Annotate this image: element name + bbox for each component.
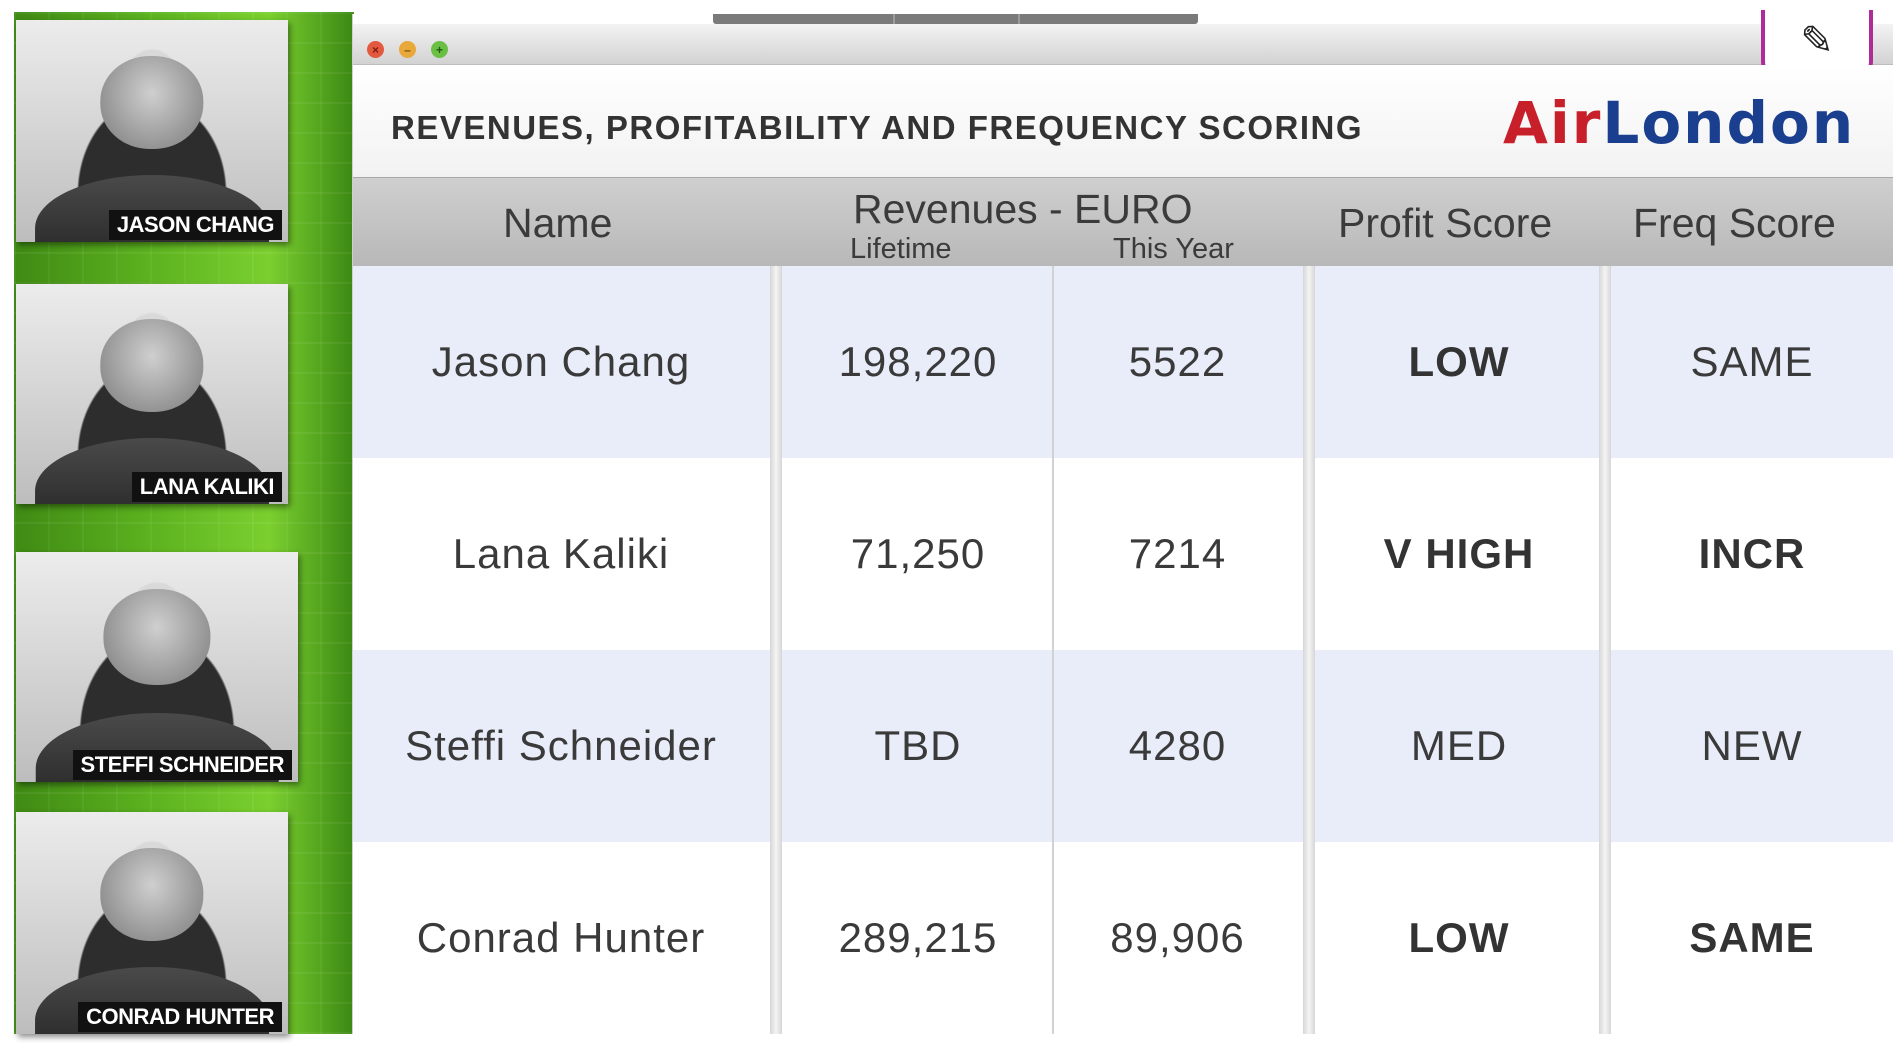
cell-profit-score: LOW (1408, 338, 1510, 385)
participant-card-conrad[interactable]: CONRAD HUNTER (16, 812, 288, 1034)
window-tab-strip[interactable] (713, 14, 1198, 24)
cell-profit-score: V HIGH (1383, 530, 1535, 577)
cell-this-year: 4280 (1128, 722, 1227, 769)
cell-this-year: 5522 (1128, 338, 1227, 385)
participant-card-lana[interactable]: LANA KALIKI (16, 284, 288, 504)
participants-sidebar: JASON CHANG LANA KALIKI STEFFI SCHNEIDER… (14, 12, 354, 1034)
cell-lifetime: TBD (874, 722, 962, 769)
participant-card-jason[interactable]: JASON CHANG (16, 20, 288, 242)
column-header-revenues[interactable]: Revenues - EURO (853, 186, 1193, 232)
cell-name: Jason Chang (431, 338, 691, 385)
person-photo-head (103, 588, 211, 686)
logo-air: Air (1503, 89, 1603, 157)
cell-lifetime: 71,250 (850, 530, 986, 577)
table-row[interactable]: Steffi Schneider TBD 4280 MED NEW (353, 650, 1893, 842)
column-header-this-year[interactable]: This Year (1113, 233, 1234, 265)
cell-name: Lana Kaliki (452, 530, 670, 577)
cell-freq-score: SAME (1690, 338, 1814, 385)
participant-name-tag: JASON CHANG (108, 210, 282, 240)
table-row[interactable]: Conrad Hunter 289,215 89,906 LOW SAME (353, 842, 1893, 1034)
column-divider (1599, 266, 1611, 1034)
column-divider (1052, 266, 1054, 1034)
cell-name: Steffi Schneider (405, 722, 717, 769)
cell-freq-score: SAME (1689, 914, 1815, 961)
cell-this-year: 7214 (1128, 530, 1227, 577)
column-header-name[interactable]: Name (503, 200, 613, 246)
maximize-icon[interactable]: + (431, 41, 448, 58)
minimize-icon[interactable]: – (399, 41, 416, 58)
participant-name-tag: CONRAD HUNTER (78, 1002, 282, 1032)
cell-profit-score: MED (1410, 722, 1508, 769)
column-header-profit-score[interactable]: Profit Score (1338, 200, 1553, 246)
page-title: REVENUES, PROFITABILITY AND FREQUENCY SC… (391, 109, 1364, 146)
column-header-freq-score[interactable]: Freq Score (1633, 200, 1836, 246)
person-photo-head (100, 847, 204, 941)
cell-freq-score: INCR (1698, 530, 1806, 577)
app-window: × – + ✎ REVENUES, PROFITABILITY AND FREQ… (352, 10, 1893, 1034)
table-body: Jason Chang 198,220 5522 LOW SAME Lana K… (353, 266, 1893, 1034)
cell-lifetime: 289,215 (838, 914, 998, 961)
participant-card-steffi[interactable]: STEFFI SCHNEIDER (16, 552, 298, 782)
airlondon-logo: AirLondon (1503, 89, 1855, 157)
table-header: Name Revenues - EURO Lifetime This Year … (353, 177, 1893, 267)
table-row[interactable]: Jason Chang 198,220 5522 LOW SAME (353, 266, 1893, 458)
cell-lifetime: 198,220 (838, 338, 998, 385)
window-titlebar[interactable]: × – + (353, 24, 1893, 65)
column-header-lifetime[interactable]: Lifetime (850, 233, 952, 265)
page-header: REVENUES, PROFITABILITY AND FREQUENCY SC… (353, 65, 1893, 177)
person-photo-head (100, 55, 204, 149)
participant-name-tag: STEFFI SCHNEIDER (72, 750, 292, 780)
close-icon[interactable]: × (367, 41, 384, 58)
participant-name-tag: LANA KALIKI (131, 472, 282, 502)
person-photo-head (100, 319, 204, 412)
table-row[interactable]: Lana Kaliki 71,250 7214 V HIGH INCR (353, 458, 1893, 650)
column-divider (770, 266, 782, 1034)
logo-london: London (1602, 89, 1856, 157)
cell-freq-score: NEW (1701, 722, 1803, 769)
cell-name: Conrad Hunter (416, 914, 706, 961)
cell-this-year: 89,906 (1110, 914, 1245, 961)
cell-profit-score: LOW (1408, 914, 1510, 961)
column-divider (1303, 266, 1315, 1034)
